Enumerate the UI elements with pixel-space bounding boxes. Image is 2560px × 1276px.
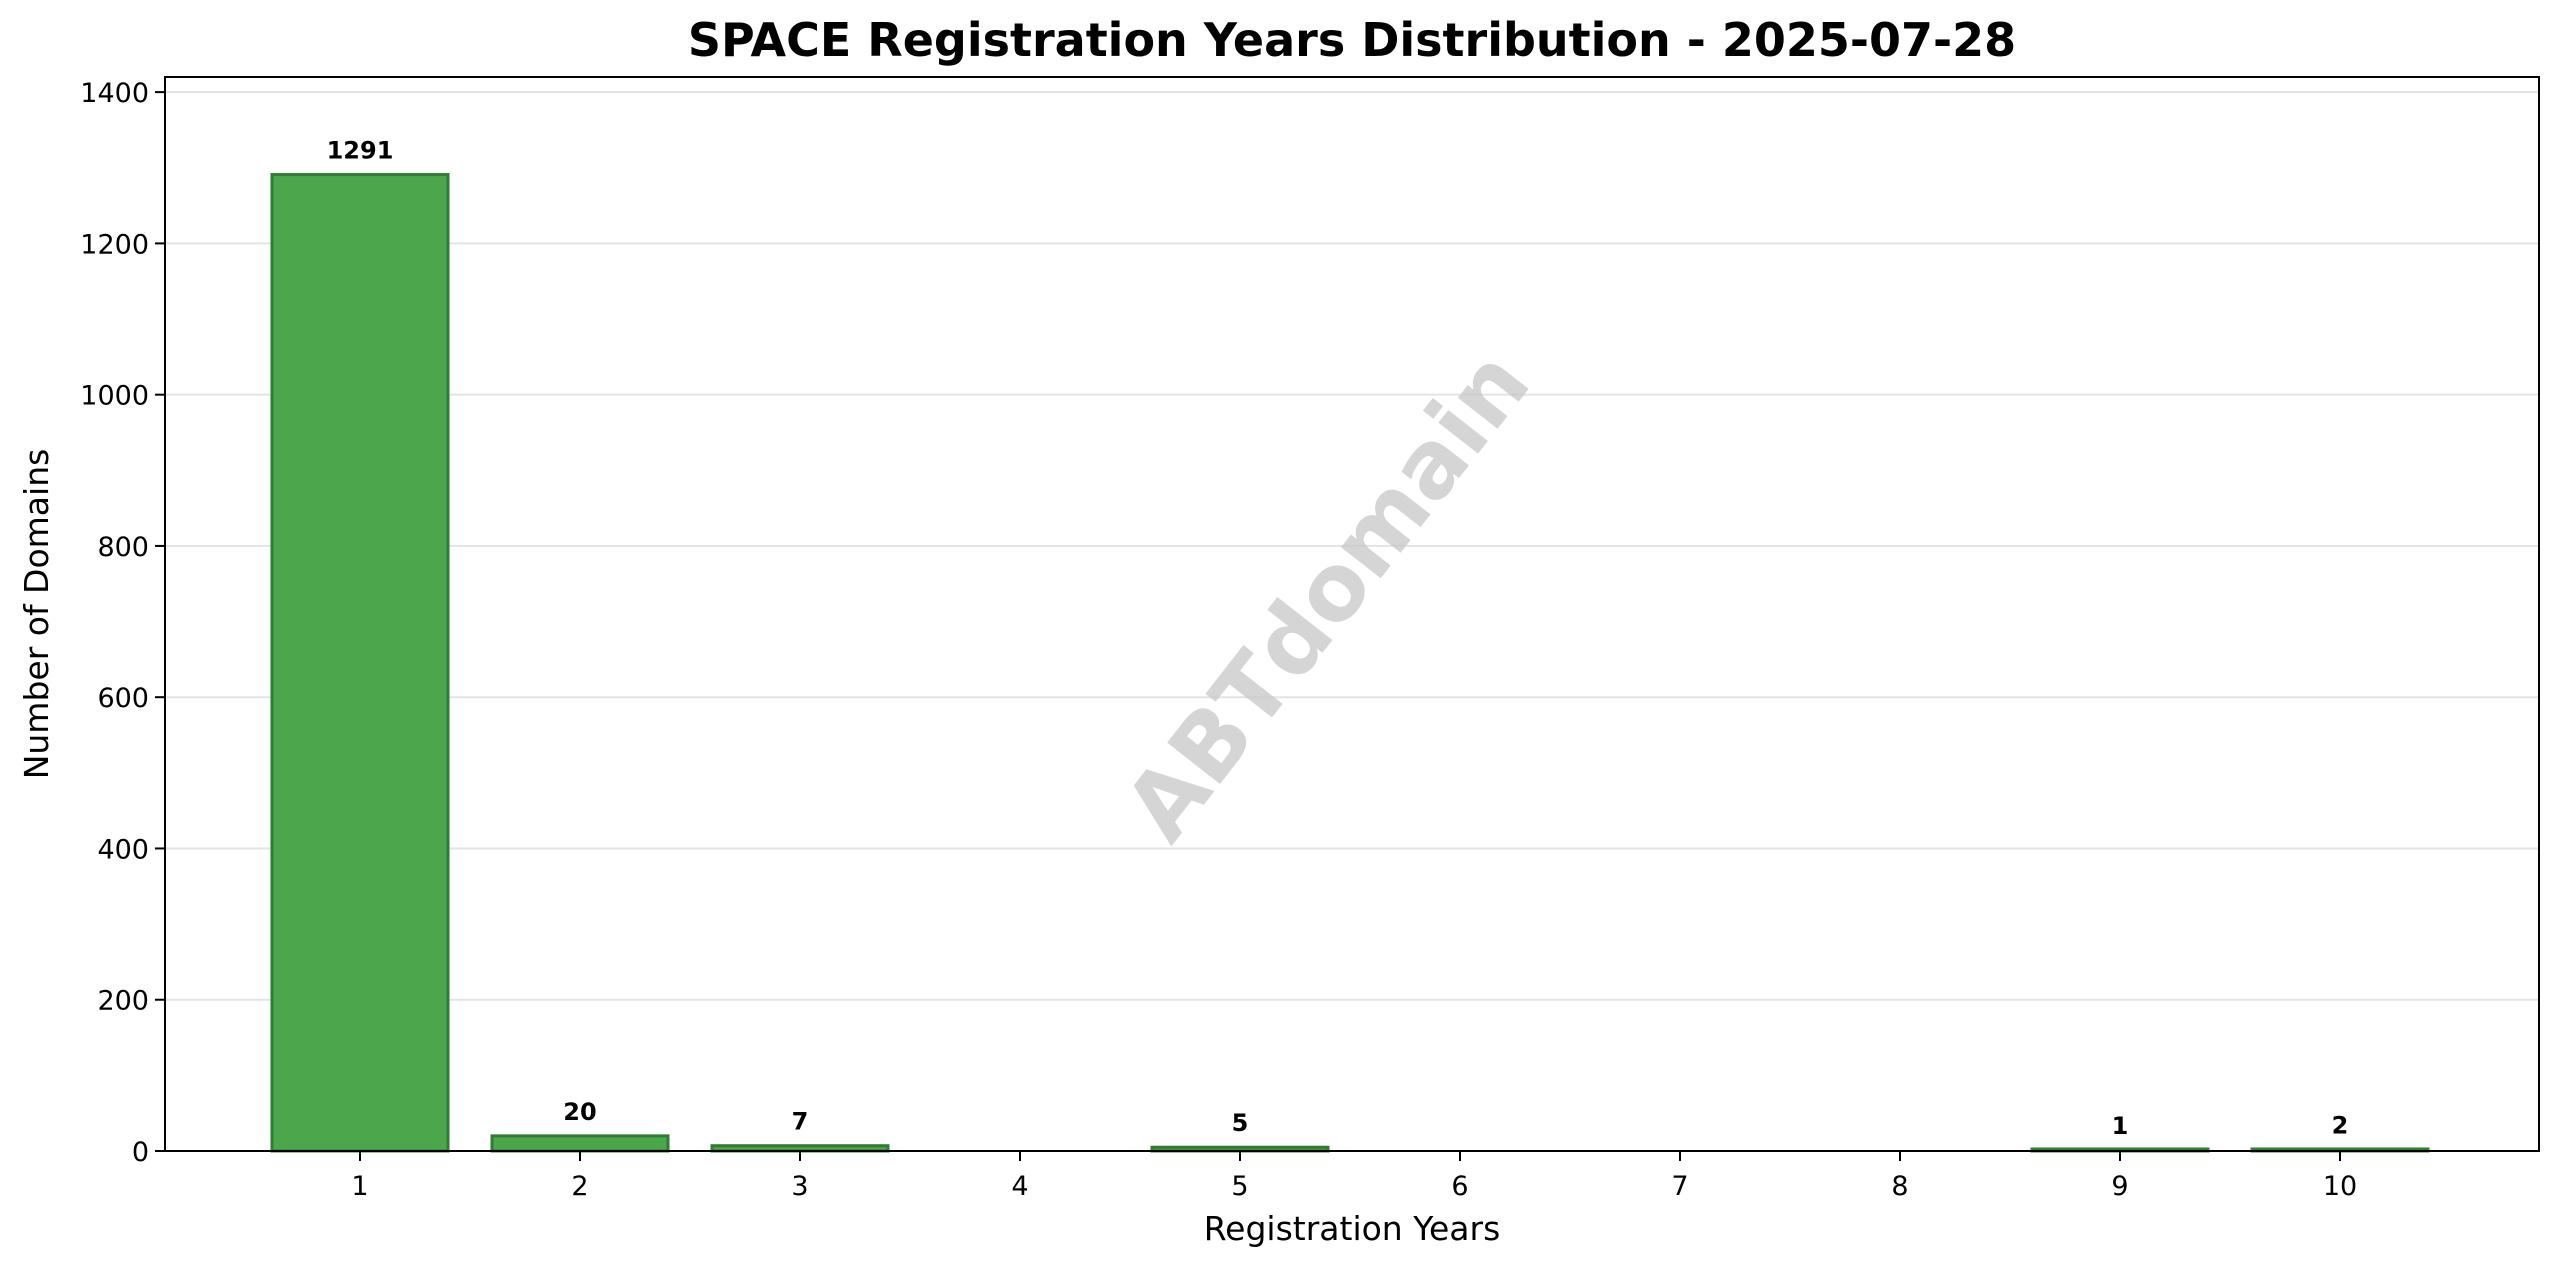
chart-title: SPACE Registration Years Distribution - … — [688, 13, 2016, 67]
bar — [270, 173, 450, 1153]
x-tick-label: 4 — [1011, 1171, 1028, 1202]
y-tick-label: 400 — [97, 834, 149, 865]
x-tick-label: 3 — [791, 1171, 808, 1202]
y-tick-label: 600 — [97, 683, 149, 714]
bar — [490, 1134, 670, 1153]
y-tick-label: 1200 — [80, 229, 149, 260]
x-tick-label: 10 — [2323, 1171, 2357, 1202]
y-axis-ticks: 0 200 400 600 800 1000 1200 1400 — [80, 78, 165, 1168]
data-label: 2 — [2332, 1111, 2349, 1139]
data-label: 5 — [1232, 1109, 1249, 1137]
x-tick-label: 7 — [1671, 1171, 1688, 1202]
y-tick-label: 200 — [97, 986, 149, 1017]
x-tick-label: 8 — [1891, 1171, 1908, 1202]
x-axis-label: Registration Years — [1204, 1209, 1501, 1248]
y-tick-label: 0 — [132, 1137, 149, 1168]
x-tick-label: 9 — [2111, 1171, 2128, 1202]
y-tick-label: 1400 — [80, 78, 149, 109]
watermark-text: ABTdomain — [1104, 331, 1550, 860]
x-tick-label: 5 — [1231, 1171, 1248, 1202]
plot-frame — [164, 76, 2540, 1152]
x-axis-ticks: 1 2 3 4 5 6 7 8 9 10 — [351, 1151, 2357, 1202]
data-label: 7 — [792, 1108, 809, 1136]
data-label: 20 — [563, 1098, 596, 1126]
y-axis-label: Number of Domains — [17, 449, 56, 780]
bars — [270, 173, 2430, 1153]
y-tick-label: 800 — [97, 532, 149, 563]
grid-lines — [165, 91, 2539, 1001]
watermark: ABTdomain — [1104, 331, 1550, 860]
data-label: 1291 — [327, 137, 394, 165]
data-label: 1 — [2112, 1112, 2129, 1140]
x-tick-label: 6 — [1451, 1171, 1468, 1202]
data-labels: 1291 20 7 5 1 2 — [327, 137, 2349, 1141]
y-tick-label: 1000 — [80, 381, 149, 412]
x-tick-label: 2 — [571, 1171, 588, 1202]
x-tick-label: 1 — [351, 1171, 368, 1202]
